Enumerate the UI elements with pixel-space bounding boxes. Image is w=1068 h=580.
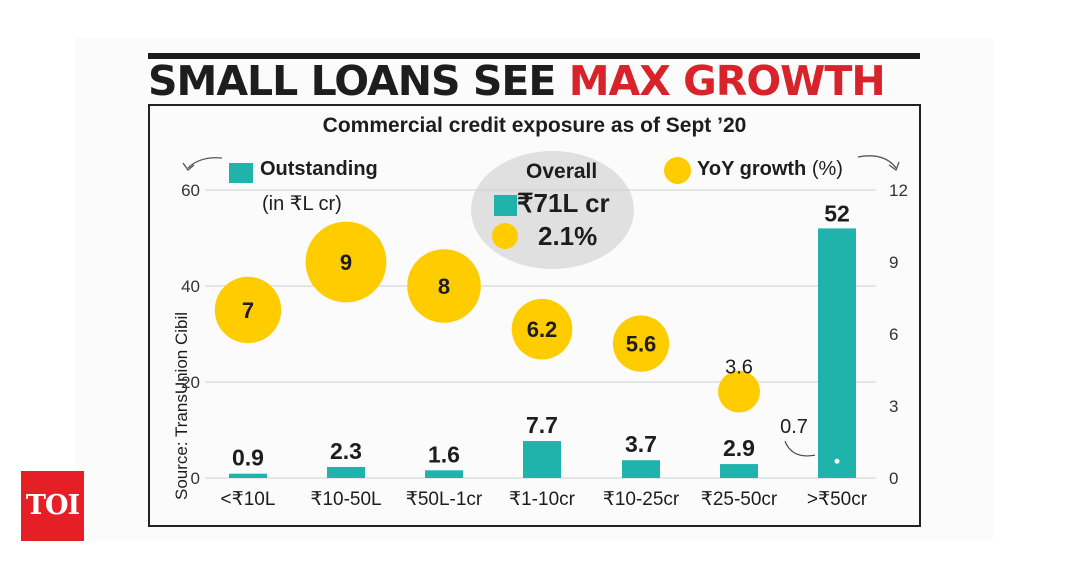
growth-legend-dot bbox=[664, 157, 691, 184]
right-axis-arrowhead-icon bbox=[888, 161, 900, 172]
growth-legend-text: YoY growth (%) bbox=[697, 158, 843, 181]
y-right-tick-label: 0 bbox=[889, 469, 898, 488]
headline-part2: MAX GROWTH bbox=[568, 57, 886, 105]
growth-bubble bbox=[407, 249, 481, 323]
outstanding-legend-swatch bbox=[229, 163, 253, 183]
left-axis-arrow-icon bbox=[187, 157, 223, 169]
headline: SMALL LOANS SEE MAX GROWTH bbox=[148, 58, 920, 104]
bar-value-label: 2.3 bbox=[330, 438, 362, 464]
bar bbox=[327, 466, 365, 478]
overall-growth-value: 2.1% bbox=[538, 221, 598, 251]
growth-callout-arrow-icon bbox=[784, 440, 816, 457]
x-tick-label: ₹50L-1cr bbox=[406, 489, 483, 510]
toi-logo: TOI bbox=[21, 471, 84, 541]
growth-bubble bbox=[511, 298, 573, 360]
y-left-tick-label: 0 bbox=[191, 469, 200, 488]
growth-value-label: 3.6 bbox=[725, 357, 753, 379]
bar bbox=[425, 470, 463, 478]
growth-value-label: 8 bbox=[438, 274, 450, 299]
growth-value-label: 6.2 bbox=[527, 317, 558, 342]
x-tick-label: >₹50cr bbox=[807, 489, 868, 510]
bar-value-label: 7.7 bbox=[526, 412, 558, 438]
x-tick-label: <₹10L bbox=[221, 489, 276, 510]
outstanding-legend-label: Outstanding bbox=[260, 158, 378, 180]
bar bbox=[523, 441, 561, 478]
y-right-tick-label: 12 bbox=[889, 181, 908, 200]
headline-part1: SMALL LOANS SEE bbox=[148, 57, 556, 105]
chart-title: Commercial credit exposure as of Sept ’2… bbox=[322, 114, 747, 137]
bar bbox=[720, 464, 758, 478]
growth-value-label: 7 bbox=[242, 298, 254, 323]
bar-value-label: 0.9 bbox=[232, 445, 264, 471]
x-tick-label: ₹10-50L bbox=[310, 489, 381, 510]
x-tick-label: ₹1-10cr bbox=[509, 489, 576, 510]
overall-outstanding-value: ₹71L cr bbox=[517, 188, 610, 218]
growth-value-label: 5.6 bbox=[626, 332, 657, 357]
y-right-tick-label: 6 bbox=[889, 325, 898, 344]
overall-growth-dot bbox=[492, 223, 518, 249]
growth-bubble bbox=[305, 221, 387, 303]
x-tick-label: ₹10-25cr bbox=[603, 489, 680, 510]
bar-value-label: 3.7 bbox=[625, 431, 657, 457]
x-tick-label: ₹25-50cr bbox=[701, 489, 778, 510]
outstanding-legend-unit: (in ₹L cr) bbox=[262, 193, 342, 215]
bar-value-label: 52 bbox=[824, 200, 850, 226]
bar bbox=[818, 228, 856, 478]
bar bbox=[622, 460, 660, 478]
growth-legend-label: YoY growth bbox=[697, 158, 807, 180]
y-right-tick-label: 9 bbox=[889, 253, 898, 272]
growth-bubble bbox=[834, 458, 840, 464]
growth-value-label: 0.7 bbox=[780, 416, 808, 438]
bar-value-label: 1.6 bbox=[428, 441, 460, 467]
growth-bubble bbox=[612, 315, 670, 372]
bar bbox=[229, 473, 267, 478]
growth-bubble bbox=[718, 370, 760, 413]
right-axis-arrow-icon bbox=[857, 155, 897, 169]
y-left-tick-label: 60 bbox=[181, 181, 200, 200]
y-left-tick-label: 40 bbox=[181, 277, 200, 296]
left-axis-arrowhead-icon bbox=[182, 162, 195, 171]
overall-title: Overall bbox=[526, 160, 598, 183]
growth-value-label: 9 bbox=[340, 250, 352, 275]
overall-outstanding-swatch bbox=[494, 195, 517, 216]
growth-legend-unit: (%) bbox=[811, 158, 843, 180]
y-right-tick-label: 3 bbox=[889, 397, 898, 416]
header-rule bbox=[148, 53, 920, 59]
y-left-tick-label: 20 bbox=[181, 373, 200, 392]
growth-bubble bbox=[214, 276, 282, 344]
bar-value-label: 2.9 bbox=[723, 435, 755, 461]
